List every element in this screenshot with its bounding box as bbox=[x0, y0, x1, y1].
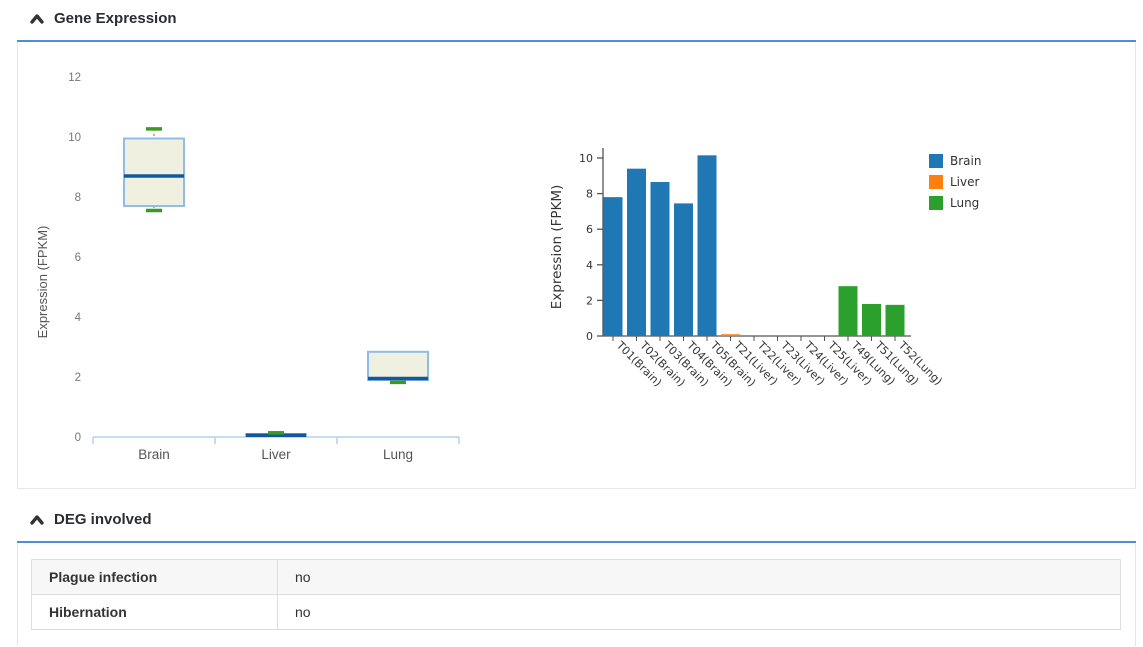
collapse-chevron-up-icon[interactable] bbox=[30, 13, 44, 24]
svg-text:12: 12 bbox=[68, 72, 81, 84]
deg-involved-panel: Plague infection no Hibernation no bbox=[17, 543, 1136, 646]
svg-text:Brain: Brain bbox=[138, 447, 170, 462]
svg-text:Lung: Lung bbox=[950, 196, 979, 210]
svg-text:6: 6 bbox=[586, 223, 593, 236]
svg-text:Brain: Brain bbox=[950, 154, 981, 168]
svg-text:2: 2 bbox=[586, 294, 593, 307]
svg-text:Liver: Liver bbox=[261, 447, 291, 462]
section-title-deg-involved: DEG involved bbox=[54, 511, 152, 528]
svg-text:Lung: Lung bbox=[383, 447, 413, 462]
row-value: no bbox=[277, 559, 1121, 595]
section-title-gene-expression: Gene Expression bbox=[54, 10, 177, 27]
row-label: Plague infection bbox=[31, 559, 278, 595]
svg-text:10: 10 bbox=[579, 152, 593, 165]
svg-text:0: 0 bbox=[586, 330, 593, 343]
table-row-plague-infection: Plague infection no bbox=[31, 559, 1121, 595]
section-divider-line bbox=[17, 541, 1136, 543]
deg-table: Plague infection no Hibernation no bbox=[31, 559, 1121, 630]
svg-text:4: 4 bbox=[586, 259, 593, 272]
table-row-hibernation: Hibernation no bbox=[31, 594, 1121, 630]
row-label: Hibernation bbox=[31, 594, 278, 630]
section-header-deg-involved[interactable]: DEG involved bbox=[30, 511, 152, 528]
row-value: no bbox=[277, 594, 1121, 630]
svg-text:8: 8 bbox=[586, 188, 593, 201]
svg-text:10: 10 bbox=[68, 132, 81, 144]
svg-text:Liver: Liver bbox=[950, 175, 980, 189]
svg-text:0: 0 bbox=[75, 432, 81, 444]
collapse-chevron-up-icon[interactable] bbox=[30, 514, 44, 525]
svg-text:4: 4 bbox=[75, 312, 82, 324]
section-header-gene-expression[interactable]: Gene Expression bbox=[30, 10, 177, 27]
svg-text:Expression (FPKM): Expression (FPKM) bbox=[549, 185, 565, 310]
svg-text:2: 2 bbox=[75, 372, 81, 384]
boxplot-expression-by-tissue: 0 2 4 6 8 10 12 Expression (FPKM) Brain Liver Lung bbox=[35, 72, 460, 462]
svg-text:Expression (FPKM): Expression (FPKM) bbox=[35, 226, 50, 339]
gene-expression-panel: 0 2 4 6 8 10 12 Expression (FPKM) Brain Liver Lung… bbox=[17, 42, 1136, 489]
section-divider-line bbox=[17, 40, 1136, 42]
svg-text:6: 6 bbox=[75, 252, 81, 264]
svg-text:8: 8 bbox=[75, 192, 81, 204]
